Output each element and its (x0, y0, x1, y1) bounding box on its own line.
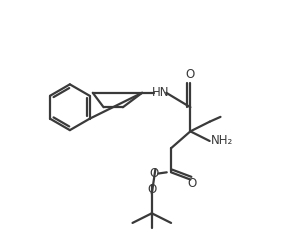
Text: HN: HN (151, 86, 169, 99)
Text: O: O (188, 177, 197, 190)
Text: O: O (147, 183, 156, 196)
Text: O: O (150, 167, 159, 180)
Text: NH₂: NH₂ (211, 134, 233, 147)
Text: O: O (186, 68, 195, 81)
